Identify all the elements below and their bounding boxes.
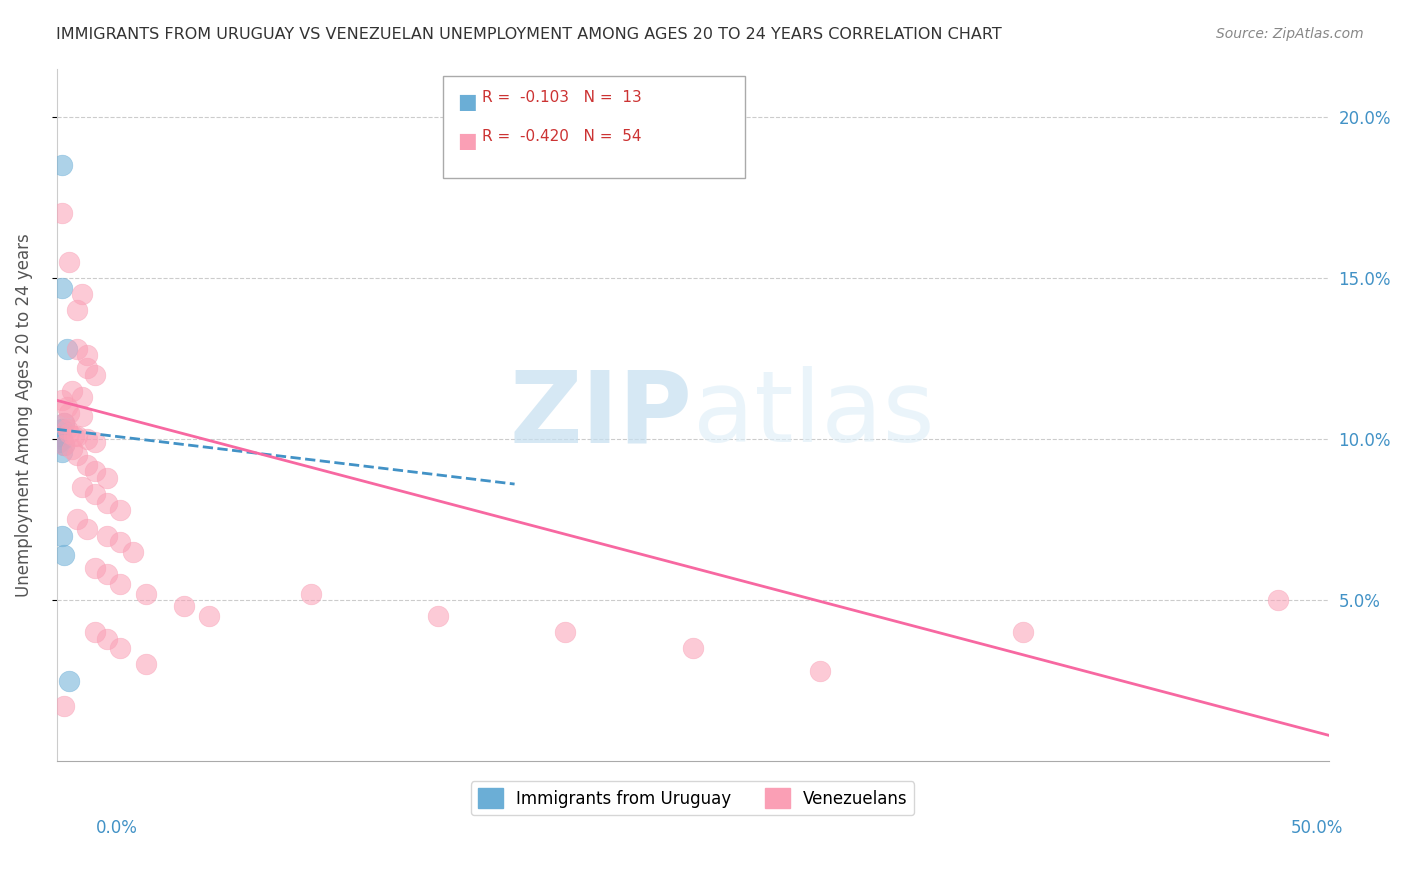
Point — [83, 464, 105, 478]
Text: R =  -0.420   N =  54: R = -0.420 N = 54 — [482, 129, 641, 145]
Point — [76, 458, 98, 472]
Point — [60, 384, 83, 398]
Point — [299, 586, 322, 600]
Point — [60, 442, 83, 456]
Point — [83, 486, 105, 500]
Point — [83, 368, 105, 382]
Point — [51, 158, 73, 172]
Point — [56, 342, 79, 356]
Point — [110, 535, 132, 549]
Point — [66, 428, 89, 442]
Point — [66, 512, 89, 526]
Point — [135, 657, 157, 672]
Point — [70, 480, 93, 494]
Point — [96, 496, 118, 510]
Point — [122, 544, 145, 558]
Legend: Immigrants from Uruguay, Venezuelans: Immigrants from Uruguay, Venezuelans — [471, 781, 914, 815]
Point — [51, 206, 73, 220]
Point — [427, 609, 450, 624]
Point — [135, 586, 157, 600]
Point — [76, 522, 98, 536]
Point — [58, 254, 80, 268]
Text: 50.0%: 50.0% — [1291, 819, 1343, 837]
Point — [51, 432, 73, 446]
Point — [53, 548, 76, 562]
Point — [70, 390, 93, 404]
Point — [198, 609, 221, 624]
Point — [110, 503, 132, 517]
Text: ■: ■ — [457, 131, 477, 151]
Point — [53, 416, 76, 430]
Point — [1267, 593, 1289, 607]
Point — [96, 470, 118, 484]
Point — [110, 577, 132, 591]
Point — [66, 342, 89, 356]
Point — [56, 400, 79, 414]
Text: 0.0%: 0.0% — [96, 819, 138, 837]
Point — [51, 393, 73, 408]
Point — [1012, 625, 1035, 640]
Point — [808, 664, 831, 678]
Point — [56, 422, 79, 436]
Point — [682, 641, 704, 656]
Point — [53, 438, 76, 452]
Point — [53, 438, 76, 452]
Text: IMMIGRANTS FROM URUGUAY VS VENEZUELAN UNEMPLOYMENT AMONG AGES 20 TO 24 YEARS COR: IMMIGRANTS FROM URUGUAY VS VENEZUELAN UN… — [56, 27, 1002, 42]
Point — [83, 561, 105, 575]
Point — [51, 445, 73, 459]
Y-axis label: Unemployment Among Ages 20 to 24 years: Unemployment Among Ages 20 to 24 years — [15, 233, 32, 597]
Text: ■: ■ — [457, 92, 477, 112]
Point — [83, 625, 105, 640]
Point — [96, 567, 118, 582]
Point — [53, 416, 76, 430]
Point — [554, 625, 576, 640]
Text: atlas: atlas — [693, 367, 935, 463]
Point — [96, 528, 118, 542]
Point — [76, 432, 98, 446]
Point — [76, 348, 98, 362]
Point — [51, 422, 73, 436]
Point — [63, 428, 86, 442]
Text: ZIP: ZIP — [510, 367, 693, 463]
Point — [83, 435, 105, 450]
Text: Source: ZipAtlas.com: Source: ZipAtlas.com — [1216, 27, 1364, 41]
Point — [51, 528, 73, 542]
Point — [76, 361, 98, 376]
Point — [110, 641, 132, 656]
Point — [58, 425, 80, 440]
Point — [48, 435, 70, 450]
Point — [58, 406, 80, 420]
Point — [173, 599, 195, 614]
Point — [66, 448, 89, 462]
Point — [58, 673, 80, 688]
Text: R =  -0.103   N =  13: R = -0.103 N = 13 — [482, 90, 643, 105]
Point — [48, 428, 70, 442]
Point — [96, 632, 118, 646]
Point — [51, 280, 73, 294]
Point — [70, 409, 93, 424]
Point — [70, 287, 93, 301]
Point — [66, 303, 89, 318]
Point — [53, 699, 76, 714]
